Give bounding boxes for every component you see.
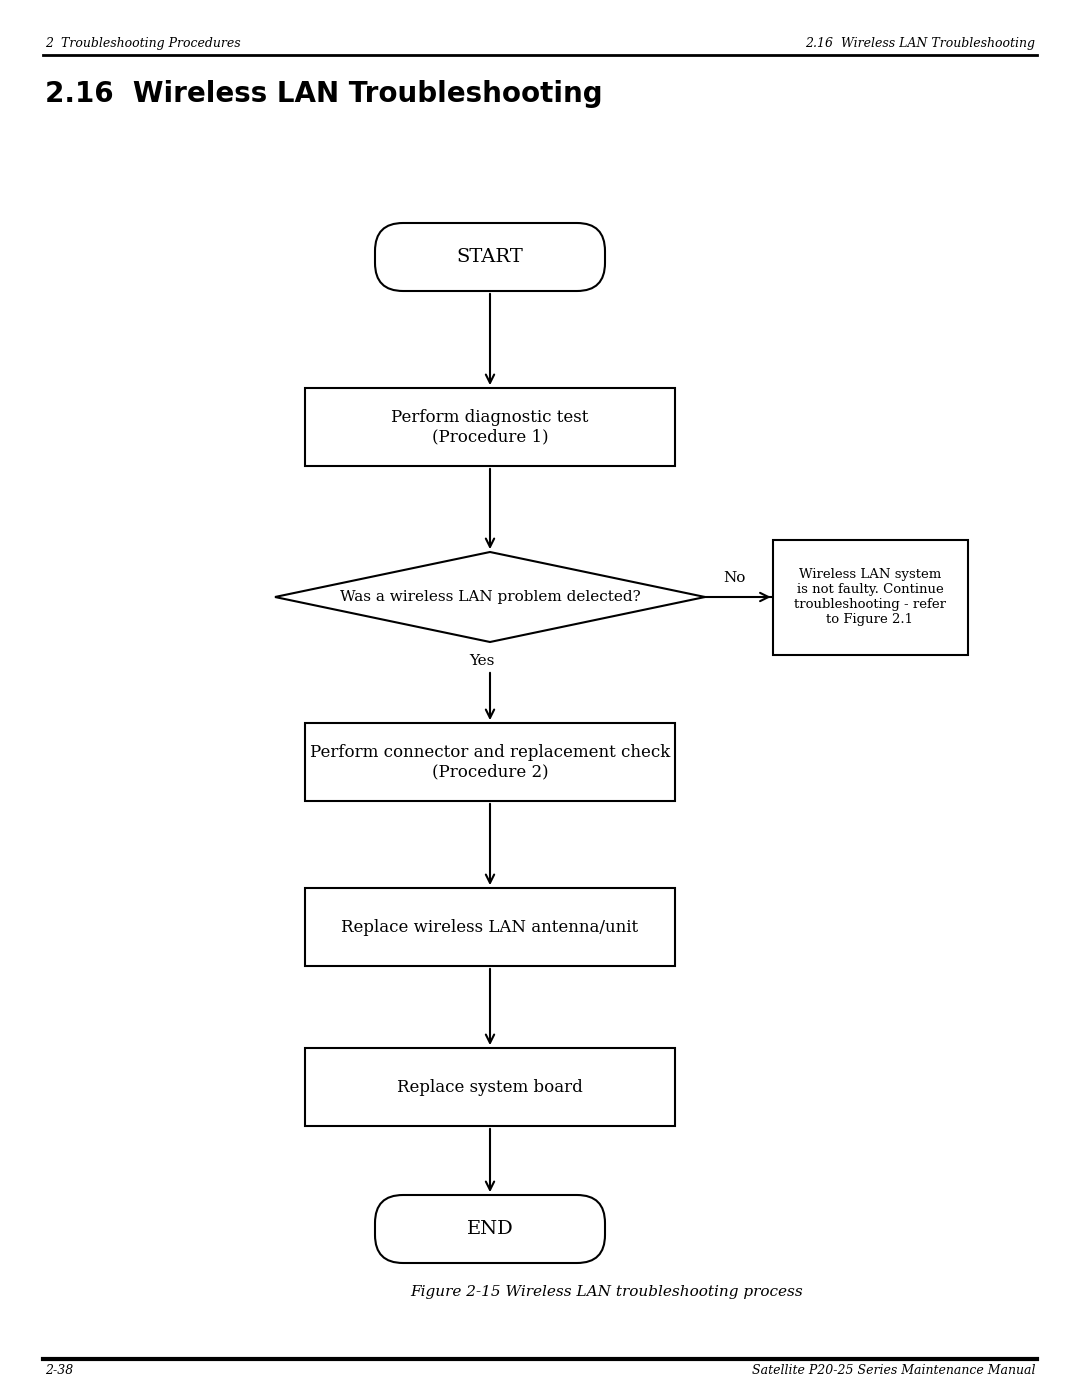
Text: Wireless LAN system
is not faulty. Continue
troubleshooting - refer
to Figure 2.: Wireless LAN system is not faulty. Conti… (794, 569, 946, 626)
Text: Figure 2-15 Wireless LAN troubleshooting process: Figure 2-15 Wireless LAN troubleshooting… (410, 1285, 804, 1299)
FancyBboxPatch shape (305, 388, 675, 467)
FancyBboxPatch shape (305, 888, 675, 965)
Text: Was a wireless LAN problem delected?: Was a wireless LAN problem delected? (339, 590, 640, 604)
Text: 2-38: 2-38 (45, 1363, 73, 1377)
FancyBboxPatch shape (375, 224, 605, 291)
Text: Yes: Yes (470, 654, 495, 668)
FancyBboxPatch shape (375, 1194, 605, 1263)
FancyBboxPatch shape (772, 539, 968, 655)
FancyBboxPatch shape (305, 724, 675, 800)
Text: 2  Troubleshooting Procedures: 2 Troubleshooting Procedures (45, 36, 241, 50)
Text: Perform connector and replacement check
(Procedure 2): Perform connector and replacement check … (310, 743, 670, 781)
Text: Satellite P20-25 Series Maintenance Manual: Satellite P20-25 Series Maintenance Manu… (752, 1363, 1035, 1377)
Text: START: START (457, 249, 524, 265)
Polygon shape (275, 552, 705, 643)
Text: 2.16  Wireless LAN Troubleshooting: 2.16 Wireless LAN Troubleshooting (45, 80, 603, 108)
Text: Replace system board: Replace system board (397, 1078, 583, 1095)
Text: END: END (467, 1220, 513, 1238)
Text: No: No (723, 571, 745, 585)
Text: 2.16  Wireless LAN Troubleshooting: 2.16 Wireless LAN Troubleshooting (805, 36, 1035, 50)
FancyBboxPatch shape (305, 1048, 675, 1126)
Text: Replace wireless LAN antenna/unit: Replace wireless LAN antenna/unit (341, 918, 638, 936)
Text: Perform diagnostic test
(Procedure 1): Perform diagnostic test (Procedure 1) (391, 409, 589, 446)
